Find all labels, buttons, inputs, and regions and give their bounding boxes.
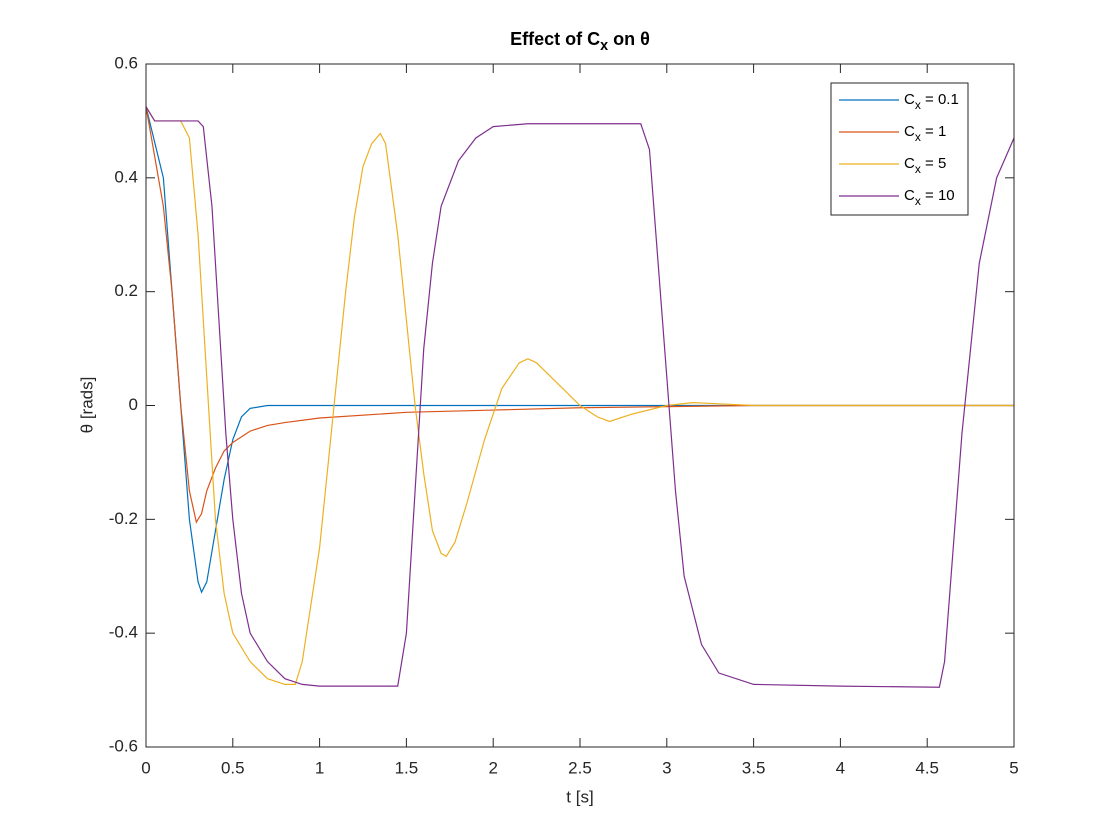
y-tick-label: 0 [129,395,138,414]
y-tick-label: 0.6 [114,53,138,72]
y-tick-label: 0.2 [114,281,138,300]
series-line [145,106,1014,524]
legend-label: Cx = 5 [904,155,946,176]
x-tick-label: 0.5 [221,758,245,777]
y-tick-label: 0.4 [114,167,138,186]
x-tick-label: 4.5 [915,758,939,777]
legend-label: Cx = 10 [904,187,955,208]
x-tick-label: 1.5 [395,758,419,777]
y-tick-label: -0.2 [109,509,138,528]
legend-box [830,82,969,216]
chart-title: Effect of Cx on θ [510,29,650,54]
y-tick-label: -0.4 [109,623,138,642]
y-axis-label: θ [rads] [77,377,96,434]
y-tick-label: -0.6 [109,736,138,755]
x-tick-label: 0 [141,758,150,777]
x-tick-label: 5 [1009,758,1018,777]
legend-label: Cx = 0.1 [904,91,959,112]
x-tick-label: 4 [836,758,845,777]
legend-label: Cx = 1 [904,123,946,144]
x-tick-label: 3 [662,758,671,777]
x-axis-label: t [s] [566,787,593,806]
axes-box [145,63,1015,748]
x-tick-label: 2.5 [568,758,592,777]
series-line [145,106,1015,688]
x-tick-label: 3.5 [742,758,766,777]
x-tick-label: 2 [488,758,497,777]
x-tick-label: 1 [315,758,324,777]
series-line [145,106,1014,685]
